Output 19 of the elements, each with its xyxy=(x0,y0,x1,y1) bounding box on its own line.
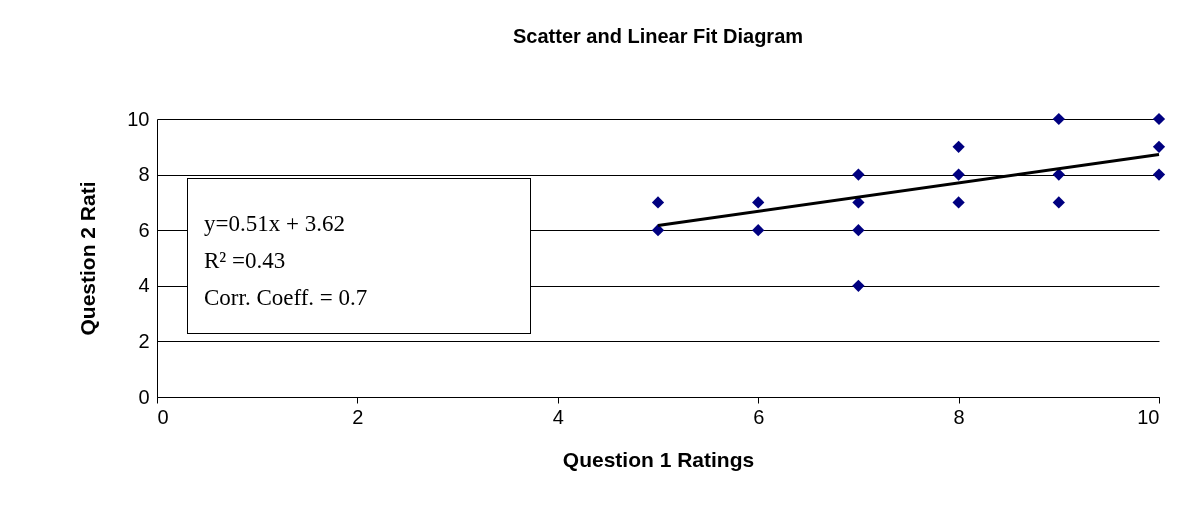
y-tick-label: 4 xyxy=(138,274,150,297)
x-axis-title: Question 1 Ratings xyxy=(562,447,755,471)
annotation: y=0.51x + 3.62 xyxy=(204,210,346,238)
x-tick-label: 4 xyxy=(552,405,564,428)
text-box: y=0.51x + 3.62 R² =0.43 Corr. Coeff. = 0.7 xyxy=(187,178,531,334)
x-tick-label: 0 xyxy=(157,405,169,428)
chart-title: Scatter and Linear Fit Diagram xyxy=(512,25,804,47)
y-tick-label: 6 xyxy=(138,218,150,241)
y-tick-label: 8 xyxy=(138,163,150,186)
x-tick-label: 8 xyxy=(953,405,965,428)
y-tick-label: 0 xyxy=(138,385,150,408)
y-axis-title: Question 2 Rati xyxy=(76,181,100,336)
x-tick-label: 2 xyxy=(352,405,364,428)
x-tick-label: 6 xyxy=(753,405,765,428)
y-tick-label: 2 xyxy=(138,329,150,352)
annotation: Corr. Coeff. = 0.7 xyxy=(204,284,369,312)
x-tick-label: 10 xyxy=(1137,405,1160,428)
annotation: R² =0.43 xyxy=(204,247,287,275)
y-tick-label: 10 xyxy=(127,107,150,130)
